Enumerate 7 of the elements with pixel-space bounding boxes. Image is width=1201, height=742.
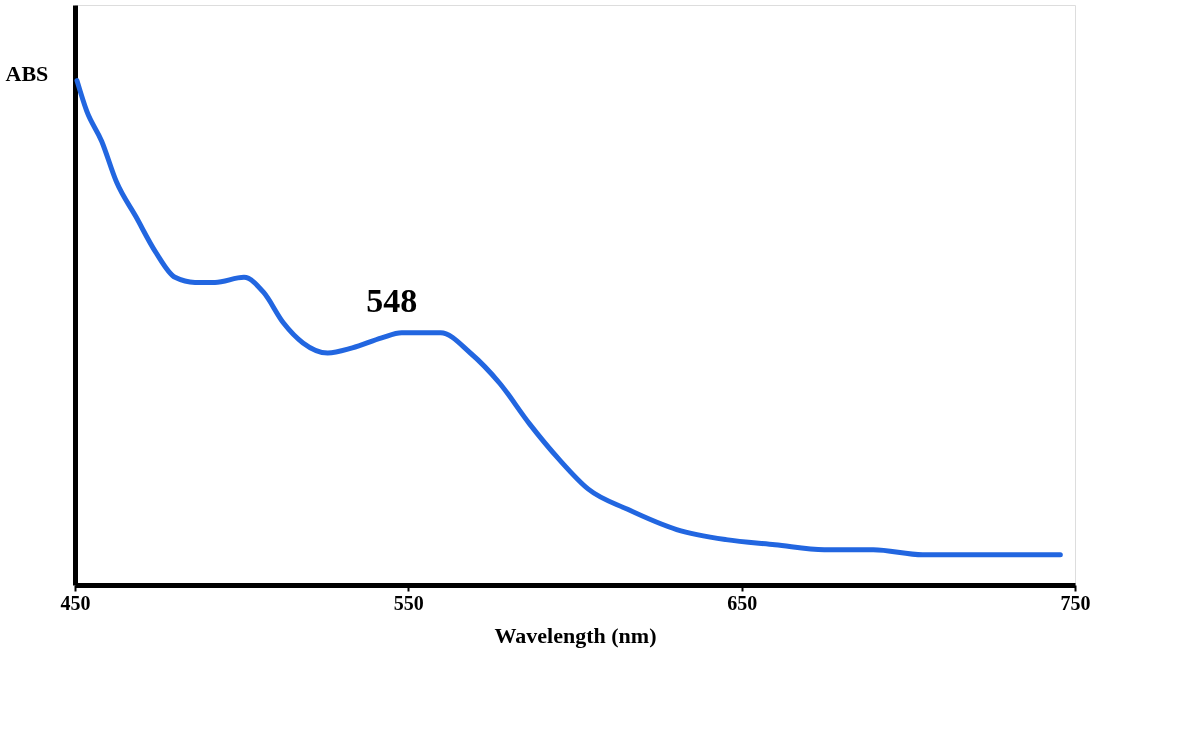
x-axis-title: Wavelength (nm) [494,622,657,648]
x-tick-label: 550 [393,591,424,614]
y-axis-title: ABS [5,60,49,86]
x-tick-label: 750 [1060,591,1091,614]
annotation: 548 [366,281,418,319]
x-tick-label: 450 [60,591,91,614]
x-tick-label: 650 [727,591,758,614]
